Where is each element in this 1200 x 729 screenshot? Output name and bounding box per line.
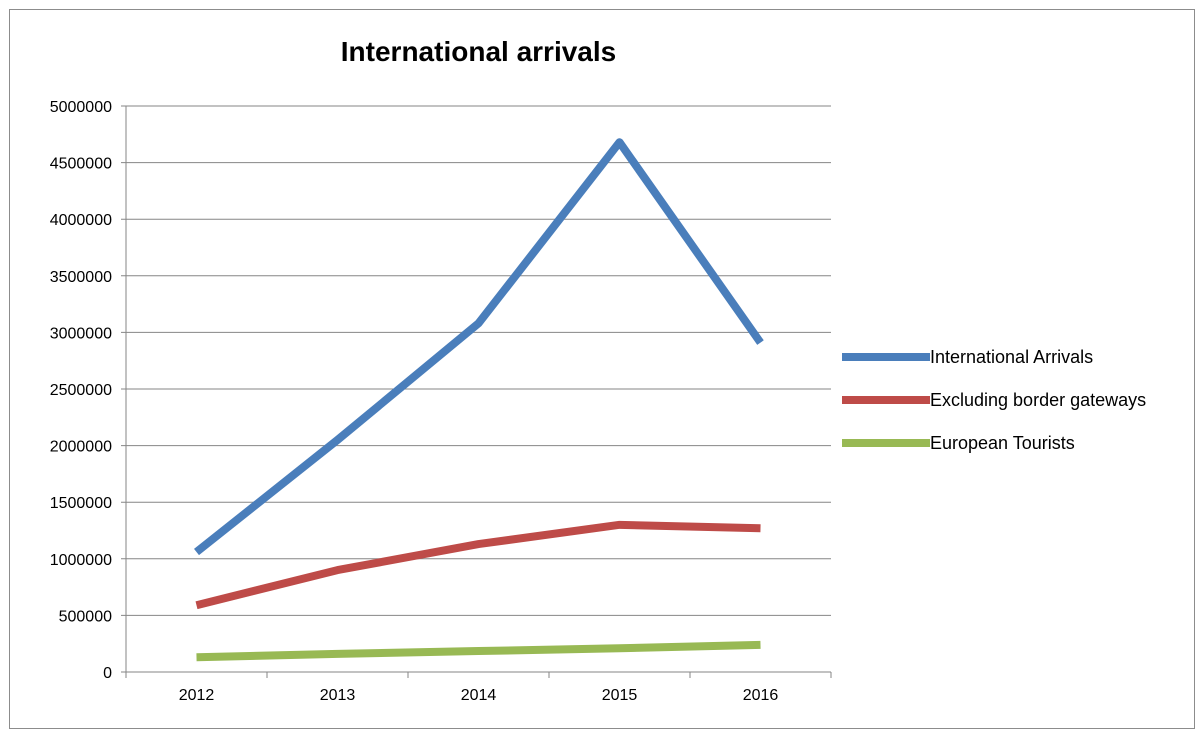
chart-frame [9,9,1195,729]
y-tick-label: 3500000 [50,269,112,286]
x-tick-label: 2013 [320,687,356,704]
legend-label: International Arrivals [930,347,1093,367]
y-tick-label: 0 [103,665,112,682]
series-line [196,640,761,662]
plot-area [194,138,764,662]
y-tick-label: 4000000 [50,212,112,229]
y-tick-label: 1000000 [50,552,112,569]
x-axis: 2012 2013 2014 2015 2016 [125,672,832,704]
legend-label: Excluding border gateways [930,390,1146,410]
y-tick-label: 2000000 [50,439,112,456]
y-tick-label: 5000000 [50,99,112,116]
x-tick-label: 2016 [743,687,779,704]
series-line [195,520,761,610]
y-tick-label: 4500000 [50,156,112,173]
y-tick-label: 500000 [59,608,112,625]
y-tick-label: 1500000 [50,495,112,512]
legend-label: European Tourists [930,433,1075,453]
y-tick-label: 3000000 [50,325,112,342]
x-tick-label: 2014 [461,687,497,704]
x-tick-label: 2012 [179,687,215,704]
gridlines [121,105,831,673]
chart-title: International arrivals [340,36,617,67]
legend: International Arrivals Excluding border g… [842,347,1146,453]
y-tick-label: 2500000 [50,382,112,399]
x-tick-label: 2015 [602,687,638,704]
y-axis: 0 500000 1000000 1500000 2000000 2500000 30000… [50,99,127,682]
series-line [194,138,764,556]
